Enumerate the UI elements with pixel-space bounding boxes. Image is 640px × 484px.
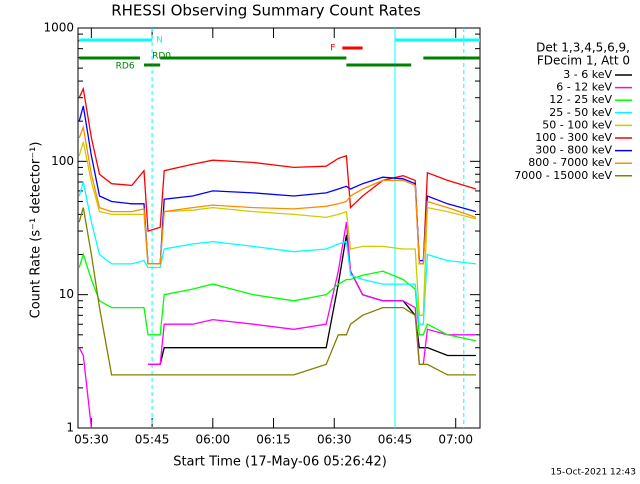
y-tick-label: 10 — [59, 287, 74, 301]
legend-label: 50 - 100 keV — [542, 118, 612, 131]
footer-date: 15-Oct-2021 12:43 — [551, 468, 636, 478]
x-tick-label: 05:30 — [74, 433, 109, 447]
legend-label: 3 - 6 keV — [563, 68, 612, 81]
flag-label: RD0 — [152, 52, 171, 62]
series-line — [78, 124, 477, 265]
series-line — [78, 207, 476, 376]
series-line — [78, 181, 477, 325]
flag-label: F — [330, 44, 335, 54]
series-line — [78, 141, 477, 316]
legend-title: Det 1,3,4,5,6,9, — [536, 41, 630, 55]
legend-label: 100 - 300 keV — [535, 131, 612, 144]
legend-label: 6 - 12 keV — [556, 81, 612, 94]
plot-frame — [77, 27, 481, 429]
legend-label: 7000 - 15000 keV — [514, 169, 612, 182]
flag-label: N — [156, 36, 163, 46]
x-tick-label: 06:45 — [378, 433, 413, 447]
x-tick-label: 07:00 — [438, 433, 473, 447]
y-tick-label: 100 — [51, 154, 74, 168]
series-line — [78, 252, 477, 342]
legend-label: 12 - 25 keV — [549, 93, 612, 106]
chart-title: RHESSI Observing Summary Count Rates — [111, 2, 421, 20]
flag-label: RD6 — [116, 62, 135, 72]
x-tick-label: 06:15 — [256, 433, 291, 447]
y-tick-label: 1000 — [43, 21, 74, 35]
x-tick-label: 06:30 — [317, 433, 352, 447]
legend-label: 25 - 50 keV — [549, 106, 612, 119]
legend-label: 300 - 800 keV — [535, 144, 612, 157]
x-axis-label: Start Time (17-May-06 05:26:42) — [173, 455, 387, 470]
y-axis-label: Count Rate (s⁻¹ detector⁻¹) — [29, 142, 44, 319]
x-tick-label: 05:45 — [135, 433, 170, 447]
legend-label: 800 - 7000 keV — [528, 156, 612, 169]
y-tick-label: 1 — [66, 421, 74, 435]
legend-title: FDecim 1, Att 0 — [537, 54, 630, 68]
x-tick-label: 06:00 — [196, 433, 231, 447]
